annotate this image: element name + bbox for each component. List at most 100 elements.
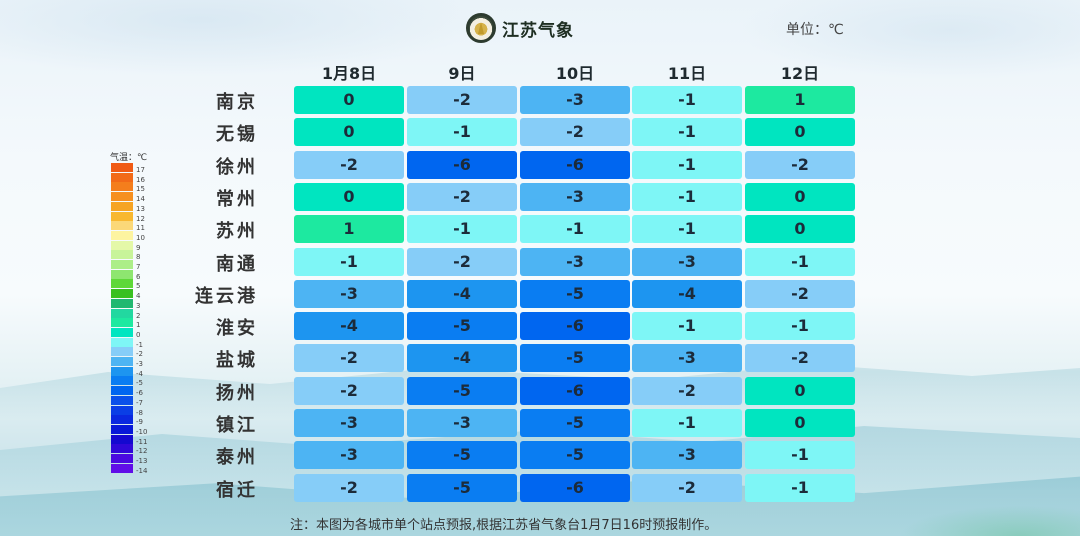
table-row: 泰州 -3 -5 -5 -3 -1 bbox=[0, 441, 860, 469]
legend-swatch bbox=[111, 201, 133, 211]
legend-title: 气温：℃ bbox=[110, 153, 148, 163]
legend-label: 12 bbox=[136, 214, 145, 223]
temperature-cell: 0 bbox=[745, 409, 855, 437]
legend-label: 3 bbox=[136, 301, 141, 310]
legend-swatch bbox=[111, 211, 133, 221]
temperature-cell: -6 bbox=[520, 474, 630, 502]
legend-swatch bbox=[111, 182, 133, 192]
temperature-cell: -4 bbox=[407, 280, 517, 308]
legend-swatch bbox=[111, 395, 133, 405]
temperature-cell: 0 bbox=[294, 86, 404, 114]
temperature-cell: -3 bbox=[632, 248, 742, 276]
legend-label: -10 bbox=[136, 427, 148, 436]
legend-label: 15 bbox=[136, 185, 145, 194]
legend-label: -1 bbox=[136, 340, 143, 349]
temperature-cell: 0 bbox=[294, 183, 404, 211]
legend-label: 16 bbox=[136, 175, 145, 184]
legend-label: 0 bbox=[136, 330, 141, 339]
temperature-cell: -3 bbox=[294, 441, 404, 469]
temperature-cell: 1 bbox=[745, 86, 855, 114]
table-row: 连云港 -3 -4 -5 -4 -2 bbox=[0, 280, 860, 308]
legend-swatch bbox=[111, 405, 133, 415]
legend-label: -12 bbox=[136, 447, 148, 456]
temperature-cell: -1 bbox=[632, 409, 742, 437]
temperature-cell: 0 bbox=[745, 377, 855, 405]
temperature-cell: -5 bbox=[520, 344, 630, 372]
legend-swatch bbox=[111, 357, 133, 366]
legend-swatch bbox=[111, 347, 133, 357]
city-label: 泰州 bbox=[216, 447, 258, 468]
legend-swatch bbox=[111, 463, 133, 473]
city-label: 徐州 bbox=[216, 157, 258, 178]
temperature-cell: -6 bbox=[520, 377, 630, 405]
temperature-cell: -2 bbox=[632, 377, 742, 405]
temperature-cell: -1 bbox=[632, 118, 742, 146]
temperature-cell: 1 bbox=[294, 215, 404, 243]
legend-swatch bbox=[111, 260, 133, 269]
temperature-cell: -2 bbox=[407, 248, 517, 276]
legend-label: 7 bbox=[136, 263, 141, 271]
temperature-cell: -4 bbox=[294, 312, 404, 340]
legend-label: -5 bbox=[136, 379, 143, 388]
legend-swatch bbox=[111, 415, 133, 425]
legend-label: -2 bbox=[136, 350, 143, 359]
legend-label: 8 bbox=[136, 253, 141, 262]
legend-label: -9 bbox=[136, 418, 143, 427]
column-header: 11日 bbox=[667, 64, 707, 83]
column-header: 9日 bbox=[448, 64, 476, 83]
unit-label: 单位：℃ bbox=[786, 22, 844, 38]
temperature-cell: -1 bbox=[407, 215, 517, 243]
column-header: 12日 bbox=[780, 64, 820, 83]
city-label: 扬州 bbox=[216, 383, 258, 404]
city-label: 常州 bbox=[216, 189, 258, 210]
brand-title: 江苏气象 bbox=[502, 21, 574, 41]
legend-swatch bbox=[111, 221, 133, 231]
legend-label: -14 bbox=[136, 466, 148, 475]
legend-label: 14 bbox=[136, 195, 145, 204]
temperature-cell: -1 bbox=[632, 215, 742, 243]
temperature-cell: -2 bbox=[745, 151, 855, 179]
legend-swatch bbox=[111, 240, 133, 250]
city-label: 连云港 bbox=[195, 286, 258, 307]
legend-swatch bbox=[111, 308, 133, 318]
legend-swatch bbox=[111, 327, 133, 337]
temperature-cell: -2 bbox=[294, 474, 404, 502]
legend-swatch bbox=[111, 318, 133, 328]
legend-swatch bbox=[111, 289, 133, 299]
temperature-cell: 0 bbox=[745, 183, 855, 211]
temperature-cell: 0 bbox=[294, 118, 404, 146]
temperature-cell: -3 bbox=[294, 280, 404, 308]
legend-swatch bbox=[111, 298, 133, 308]
legend-label: -11 bbox=[136, 437, 148, 446]
temperature-cell: -2 bbox=[745, 344, 855, 372]
temperature-cell: -6 bbox=[520, 312, 630, 340]
city-label: 无锡 bbox=[216, 124, 258, 145]
temperature-cell: -2 bbox=[294, 377, 404, 405]
temperature-cell: -1 bbox=[745, 441, 855, 469]
legend-swatch bbox=[111, 424, 133, 434]
legend-label: -7 bbox=[136, 398, 143, 407]
temperature-cell: -1 bbox=[294, 248, 404, 276]
footnote: 注：本图为各城市单个站点预报,根据江苏省气象台1月7日16时预报制作。 bbox=[290, 518, 718, 533]
temperature-cell: -5 bbox=[407, 474, 517, 502]
legend-swatch bbox=[111, 269, 133, 279]
table-row: 无锡 0 -1 -2 -1 0 bbox=[0, 118, 860, 146]
temperature-cell: -2 bbox=[407, 86, 517, 114]
temperature-cell: -1 bbox=[745, 312, 855, 340]
legend-label: 4 bbox=[136, 292, 141, 301]
legend-label: 11 bbox=[136, 224, 145, 233]
temperature-cell: -1 bbox=[632, 312, 742, 340]
temperature-cell: -3 bbox=[520, 183, 630, 211]
temperature-cell: -2 bbox=[294, 344, 404, 372]
city-label: 淮安 bbox=[216, 318, 258, 339]
temperature-cell: -5 bbox=[407, 441, 517, 469]
legend-swatch bbox=[111, 386, 133, 396]
legend-swatch bbox=[111, 376, 133, 386]
temperature-cell: -1 bbox=[745, 474, 855, 502]
temperature-cell: -1 bbox=[632, 151, 742, 179]
legend-label: 2 bbox=[136, 311, 141, 320]
temperature-cell: -4 bbox=[407, 344, 517, 372]
legend-swatch bbox=[111, 230, 133, 240]
temperature-cell: -1 bbox=[520, 215, 630, 243]
legend-swatch bbox=[111, 366, 133, 376]
